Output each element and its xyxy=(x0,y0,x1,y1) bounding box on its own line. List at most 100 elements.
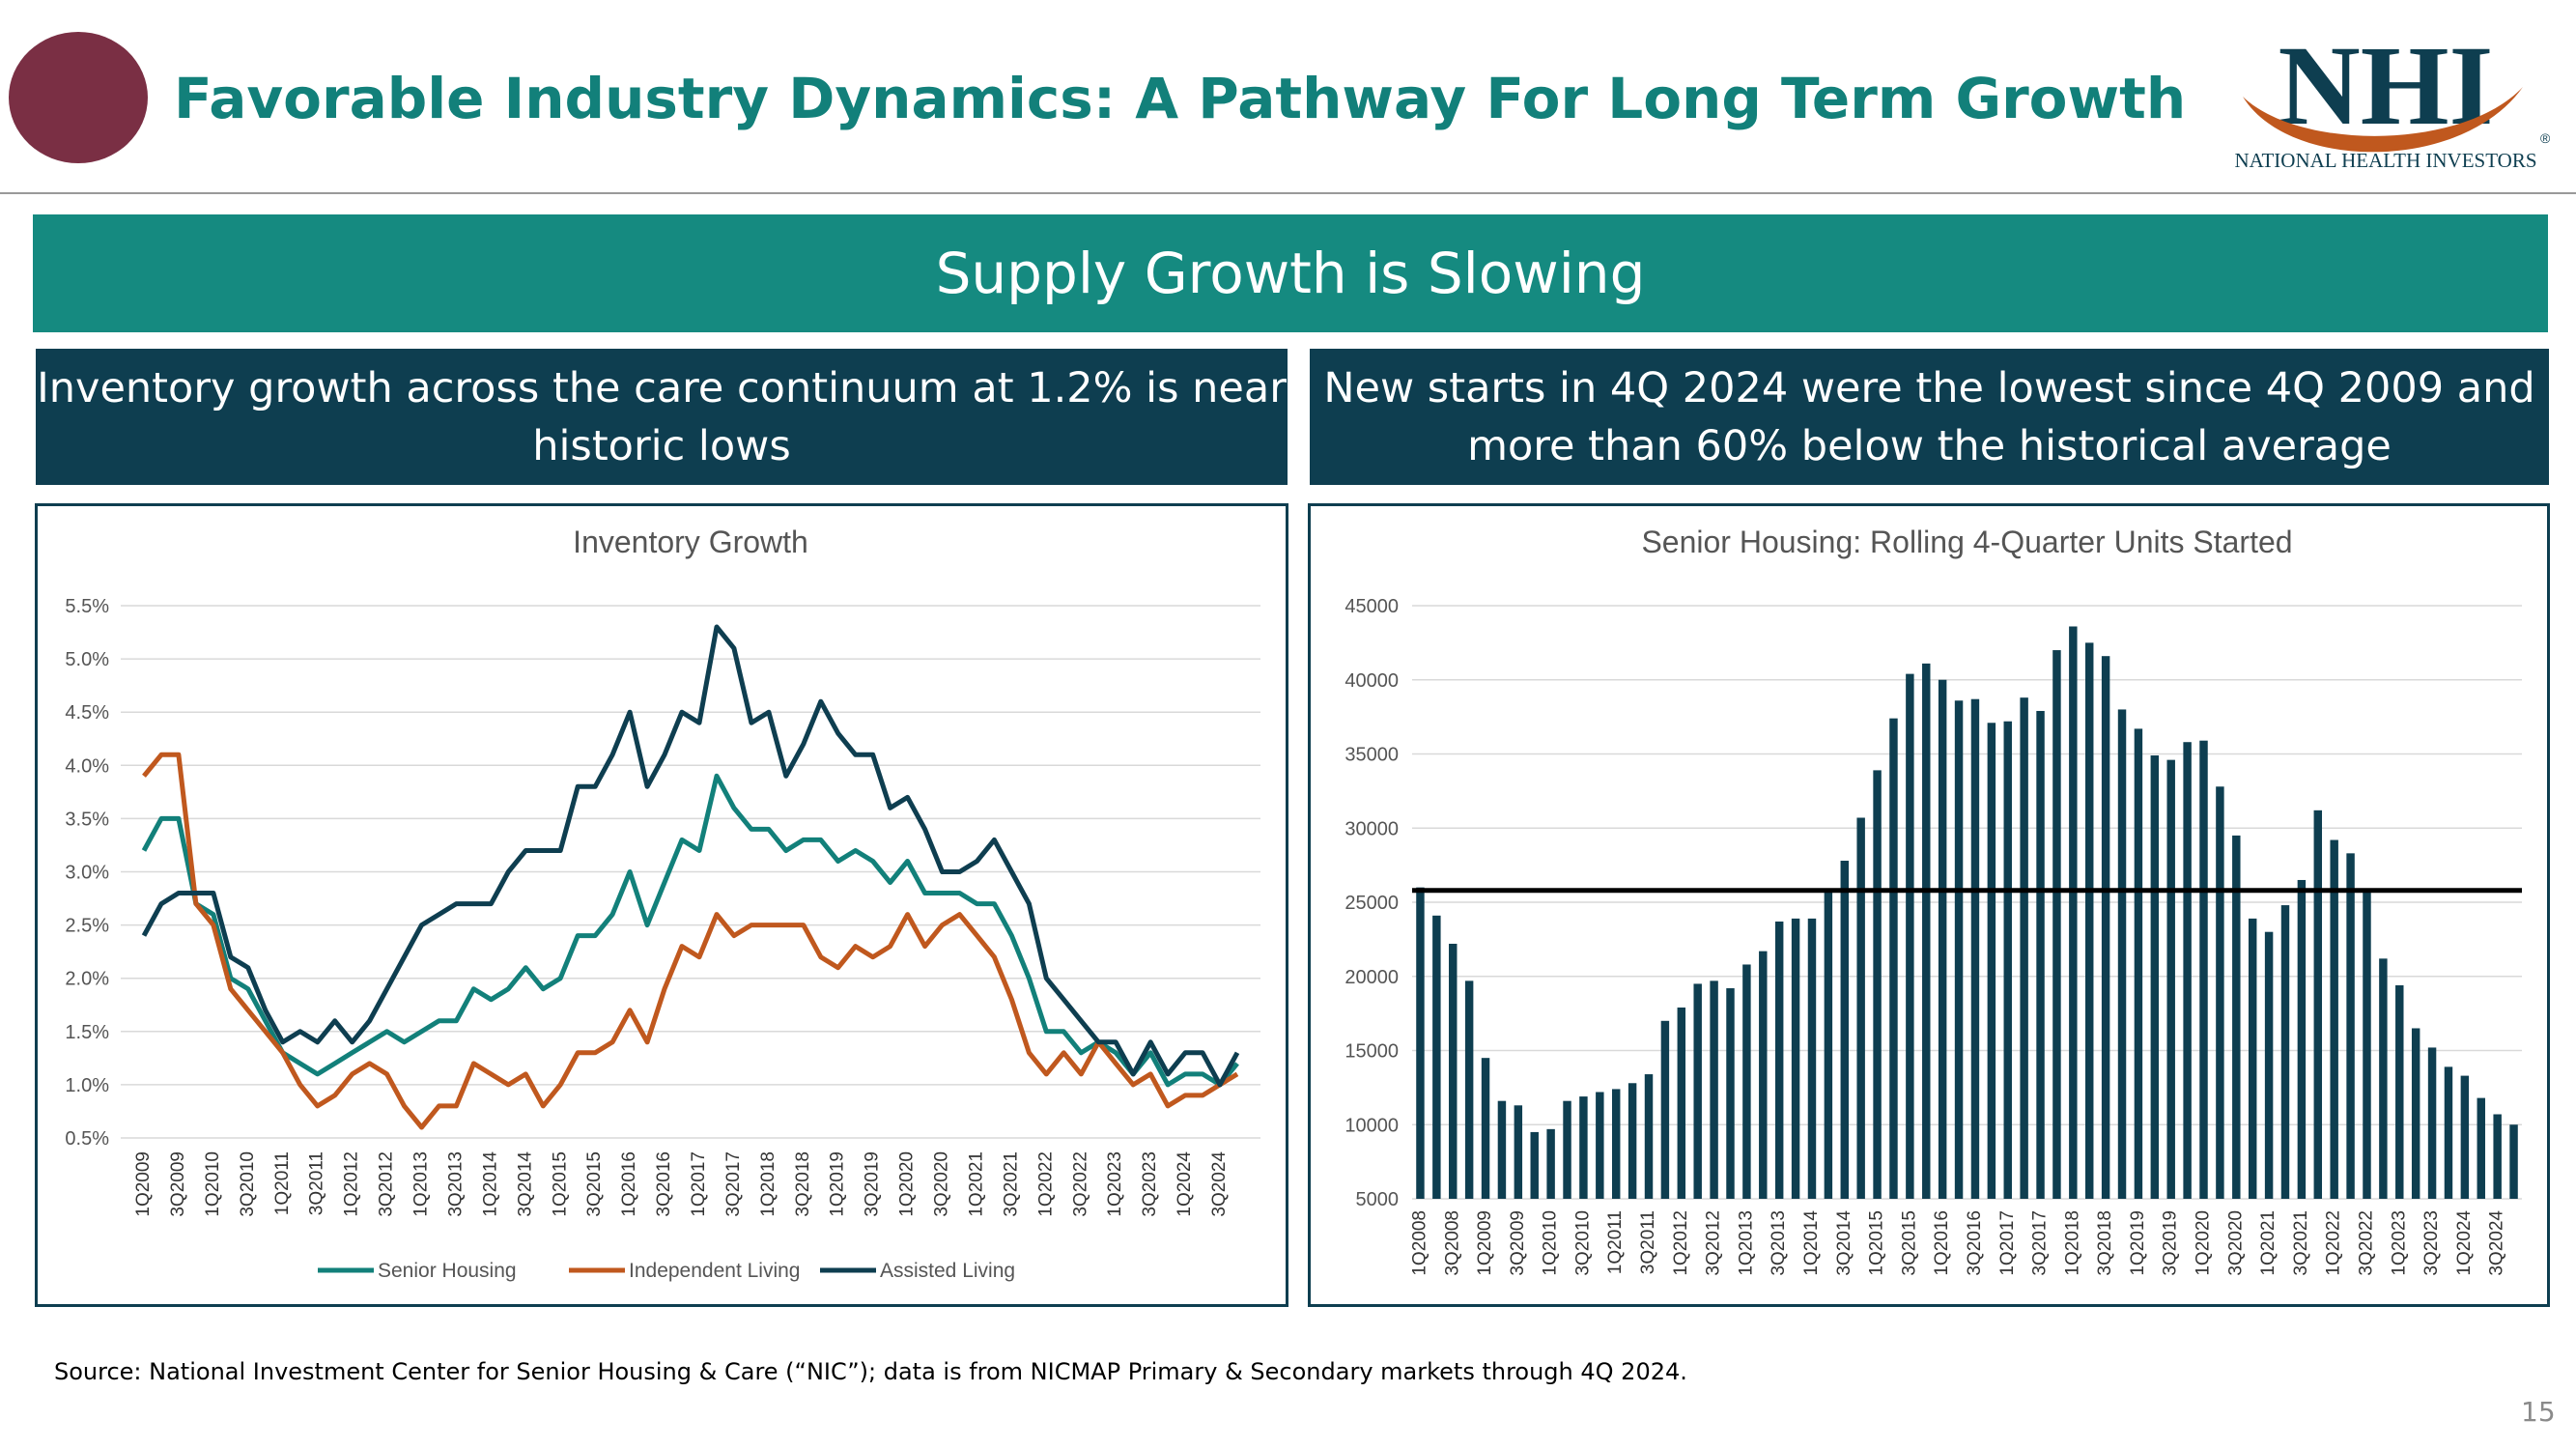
bar xyxy=(1889,718,1898,1199)
logo-registered-mark: ® xyxy=(2540,130,2550,146)
x-tick-label: 1Q2010 xyxy=(1541,1210,1561,1276)
x-tick-label: 3Q2013 xyxy=(445,1151,466,1217)
x-tick-label: 3Q2012 xyxy=(1704,1210,1724,1276)
bar xyxy=(2069,626,2078,1199)
x-tick-label: 1Q2011 xyxy=(272,1151,293,1215)
x-tick-label: 3Q2013 xyxy=(1769,1210,1789,1276)
y-tick-label: 10000 xyxy=(1345,1115,1399,1136)
y-tick-label: 25000 xyxy=(1345,893,1399,914)
bar xyxy=(1710,980,1718,1199)
chart-title: Senior Housing: Rolling 4-Quarter Units … xyxy=(1641,525,2292,559)
units-started-chart: Senior Housing: Rolling 4-Quarter Units … xyxy=(1345,525,2522,1276)
bar xyxy=(1840,861,1849,1199)
bar xyxy=(2411,1028,2420,1199)
bar xyxy=(2085,642,2094,1199)
x-tick-label: 1Q2021 xyxy=(2258,1210,2279,1276)
bar xyxy=(2052,650,2061,1199)
x-tick-label: 1Q2023 xyxy=(2389,1210,2409,1276)
bar xyxy=(1807,918,1817,1199)
bar xyxy=(1514,1105,1523,1199)
legend-label: Senior Housing xyxy=(378,1260,517,1282)
x-tick-label: 1Q2019 xyxy=(828,1151,848,1217)
bar xyxy=(1693,983,1702,1199)
inventory-growth-chart-panel: Inventory Growth 0.5% 1.0% 1.5% 2.0% 2.5% 3.0%… xyxy=(35,503,1288,1307)
bar xyxy=(1660,1020,1670,1199)
x-tick-label: 1Q2014 xyxy=(1801,1210,1822,1276)
series-line-independent-living xyxy=(142,752,1239,1130)
x-tick-label: 3Q2024 xyxy=(2487,1210,2507,1276)
x-tick-label: 3Q2010 xyxy=(238,1151,258,1217)
x-tick-label: 3Q2017 xyxy=(2030,1210,2051,1276)
bar xyxy=(1464,980,1474,1199)
x-tick-label: 1Q2016 xyxy=(619,1151,639,1217)
bar xyxy=(1726,988,1735,1199)
bar xyxy=(1432,915,1441,1199)
x-tick-label: 1Q2012 xyxy=(342,1151,362,1217)
y-tick-label: 4.5% xyxy=(65,702,109,724)
x-tick-label: 3Q2023 xyxy=(1140,1151,1160,1217)
bar xyxy=(1497,1100,1507,1199)
logo-subtext: NATIONAL HEALTH INVESTORS xyxy=(2234,149,2536,172)
bar xyxy=(1791,918,1800,1199)
bar xyxy=(1906,673,1914,1199)
bar xyxy=(2395,984,2404,1199)
x-tick-label: 1Q2022 xyxy=(1035,1151,1056,1217)
x-tick-label: 1Q2013 xyxy=(411,1151,432,1217)
bar xyxy=(1546,1128,1555,1199)
bar xyxy=(2020,697,2028,1199)
x-tick-label: 3Q2009 xyxy=(1508,1210,1528,1276)
bar xyxy=(1449,943,1458,1199)
x-tick-label: 3Q2022 xyxy=(2356,1210,2376,1276)
x-tick-label: 3Q2023 xyxy=(2421,1210,2442,1276)
bar xyxy=(2427,1047,2437,1199)
bar xyxy=(2117,709,2127,1199)
page-number: 15 xyxy=(2521,1396,2556,1428)
x-tick-label: 1Q2008 xyxy=(1409,1210,1430,1276)
x-tick-label: 3Q2015 xyxy=(584,1151,605,1217)
bar xyxy=(2493,1114,2502,1199)
x-tick-label: 1Q2018 xyxy=(758,1151,778,1217)
units-started-chart-panel: Senior Housing: Rolling 4-Quarter Units … xyxy=(1308,503,2550,1307)
bar xyxy=(2264,931,2274,1199)
bar xyxy=(1856,817,1865,1199)
x-tick-label: 1Q2020 xyxy=(897,1151,918,1217)
x-tick-label: 3Q2024 xyxy=(1209,1151,1230,1217)
bar xyxy=(1416,887,1425,1199)
x-tick-label: 3Q2019 xyxy=(863,1151,883,1217)
y-tick-label: 0.5% xyxy=(65,1128,109,1150)
bar xyxy=(1987,723,1996,1199)
x-tick-label: 3Q2018 xyxy=(2095,1210,2115,1276)
x-tick-label: 3Q2010 xyxy=(1572,1210,1593,1276)
chart-title: Inventory Growth xyxy=(573,525,808,559)
y-tick-label: 40000 xyxy=(1345,670,1399,692)
y-tick-label: 5.0% xyxy=(65,649,109,670)
decorative-circle xyxy=(9,32,148,163)
x-tick-label: 1Q2019 xyxy=(2128,1210,2148,1276)
x-tick-label: 3Q2016 xyxy=(654,1151,674,1217)
bar xyxy=(2003,721,2012,1199)
series-line-senior-housing xyxy=(141,773,1239,1088)
bar xyxy=(1774,921,1784,1199)
source-footnote: Source: National Investment Center for S… xyxy=(54,1358,1687,1385)
x-tick-label: 3Q2008 xyxy=(1442,1210,1462,1276)
bar xyxy=(1742,964,1751,1199)
bar xyxy=(2166,759,2175,1199)
y-tick-label: 20000 xyxy=(1345,967,1399,988)
x-tick-label: 1Q2021 xyxy=(966,1151,986,1217)
x-tick-label: 1Q2014 xyxy=(480,1151,500,1217)
y-tick-label: 3.0% xyxy=(65,863,109,884)
bar xyxy=(1824,890,1833,1199)
x-tick-label: 1Q2011 xyxy=(1605,1210,1626,1274)
bar xyxy=(2363,890,2371,1199)
bar xyxy=(1628,1083,1637,1199)
logo-swoosh-icon xyxy=(2243,87,2523,153)
bar xyxy=(2280,905,2290,1199)
bar xyxy=(2216,786,2224,1199)
x-tick-label: 3Q2018 xyxy=(793,1151,813,1217)
legend-label: Independent Living xyxy=(629,1260,801,1282)
bar xyxy=(2460,1075,2470,1199)
x-tick-label: 1Q2009 xyxy=(133,1151,154,1217)
x-tick-label: 3Q2017 xyxy=(723,1151,744,1217)
y-tick-label: 15000 xyxy=(1345,1041,1399,1063)
bar xyxy=(2379,958,2388,1199)
